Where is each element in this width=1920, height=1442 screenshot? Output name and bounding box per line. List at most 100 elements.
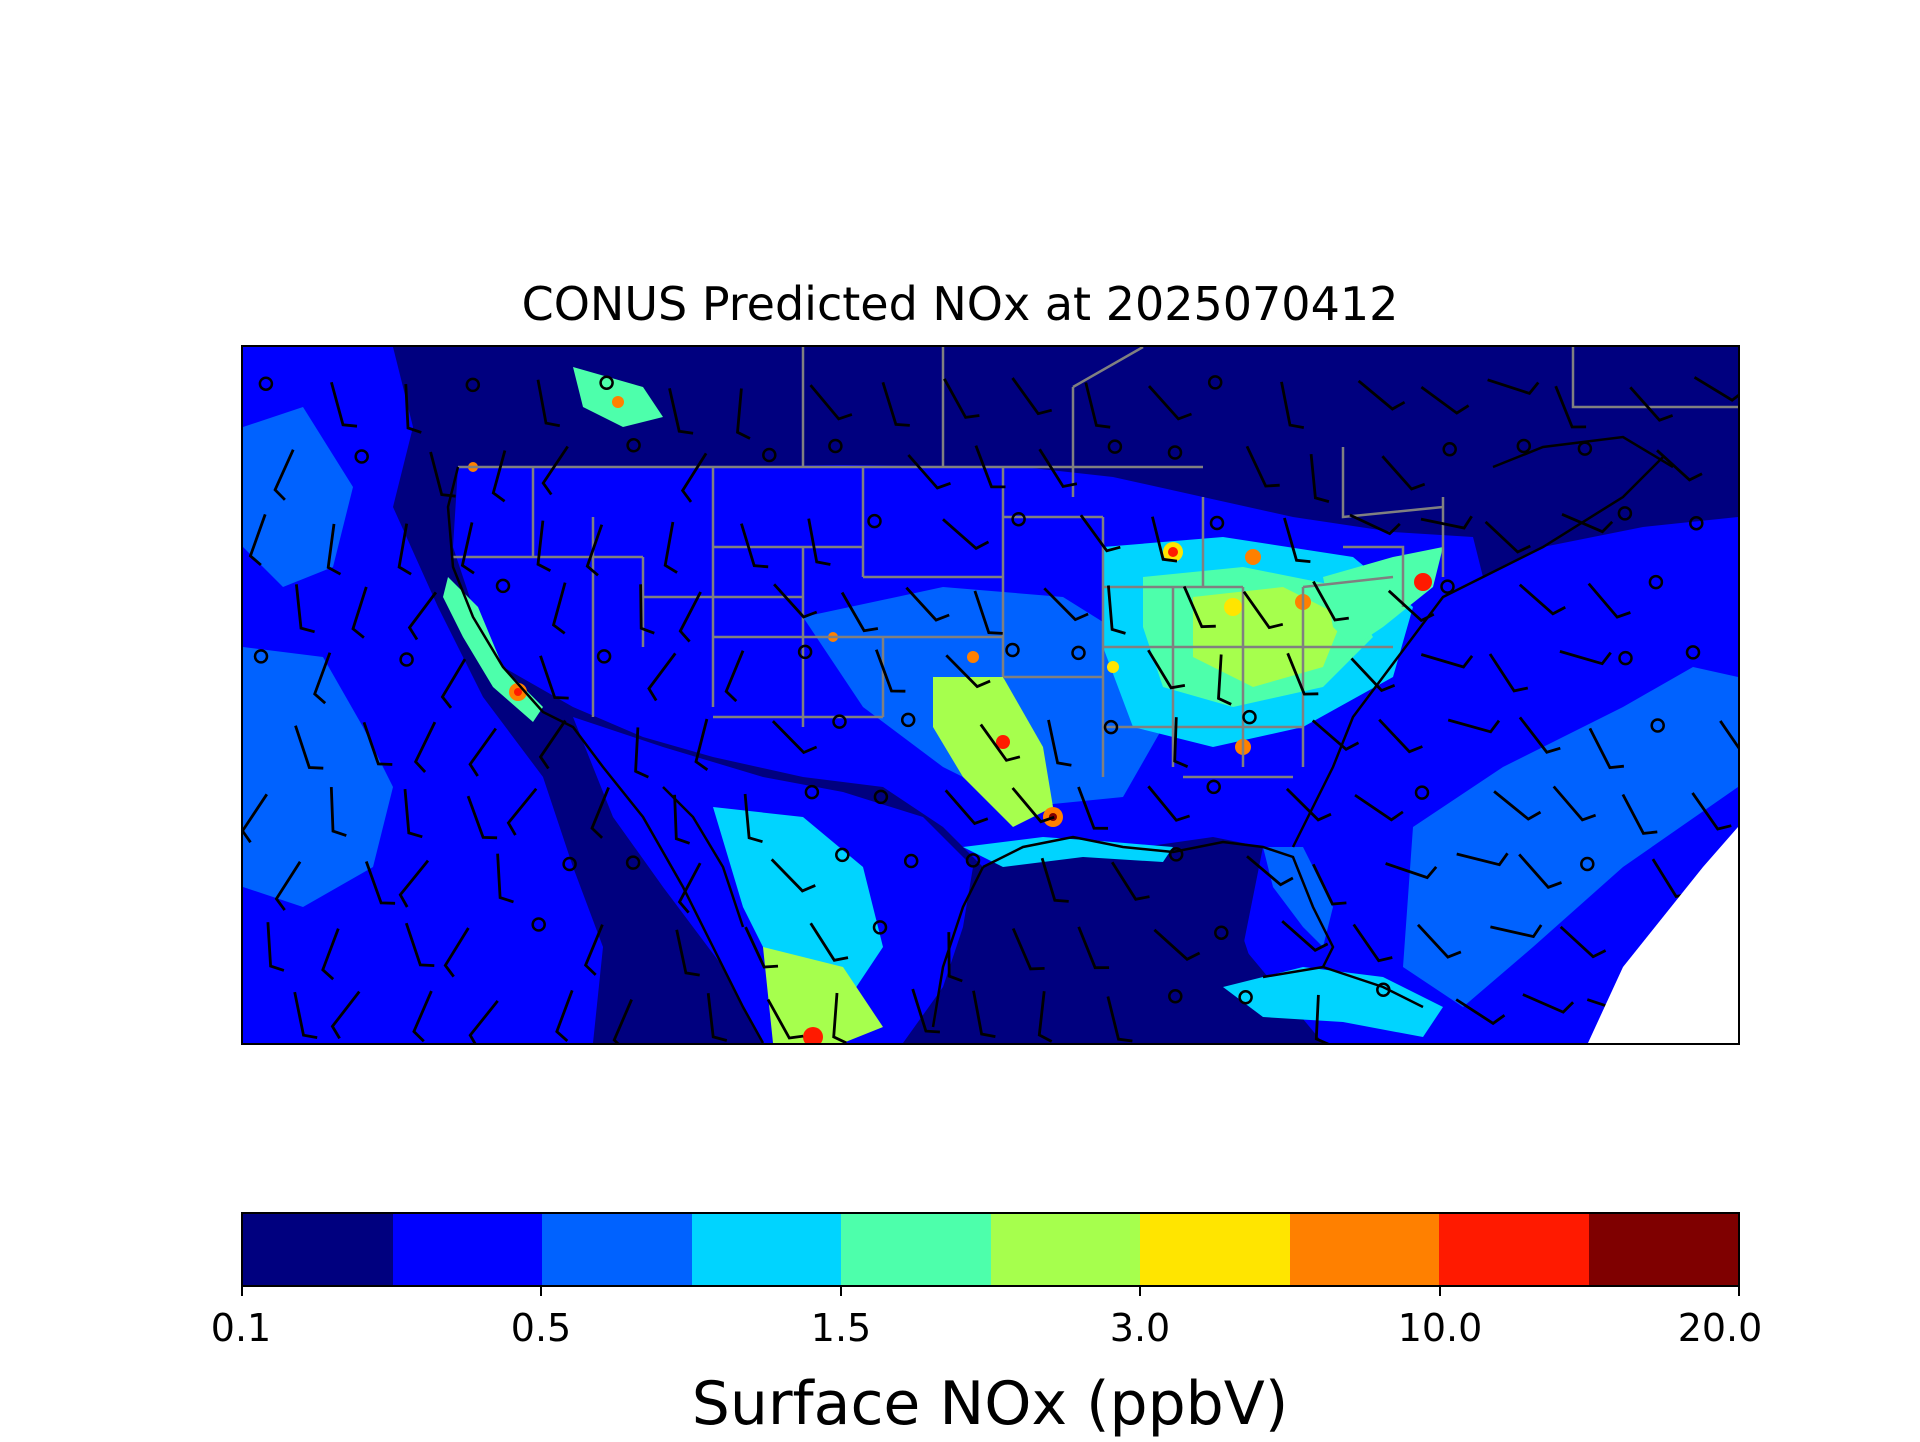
wind-barb [1312, 580, 1349, 622]
wind-barb [1691, 792, 1732, 831]
calm-wind-marker [965, 853, 981, 868]
wind-barb [724, 650, 745, 703]
colorbar-tick-label: 10.0 [1397, 1306, 1483, 1350]
wind-barb [1381, 455, 1426, 491]
wind-barb [273, 449, 295, 501]
wind-barb [536, 379, 561, 428]
wind-barb [1314, 994, 1330, 1043]
calm-wind-marker [626, 438, 641, 453]
wind-barbs [243, 375, 1738, 1043]
wind-barb [1420, 385, 1470, 415]
wind-barb [1242, 590, 1284, 630]
wind-barb [468, 1000, 499, 1043]
texas-corridor [933, 677, 1053, 827]
calm-wind-marker [1209, 515, 1225, 531]
calm-wind-marker [1107, 439, 1123, 454]
wind-barb [972, 990, 996, 1038]
calm-wind-marker [1214, 925, 1229, 940]
wind-barb [1559, 925, 1607, 959]
colorbar-segment [691, 1214, 841, 1285]
calm-wind-marker [1242, 709, 1257, 725]
pacific-band-light-2 [243, 407, 353, 587]
wind-barb [612, 999, 633, 1043]
wind-barb [1245, 445, 1280, 488]
wind-barb [1077, 926, 1110, 970]
wind-barb [243, 793, 268, 844]
wind-barb [907, 454, 951, 490]
colorbar-tick [840, 1287, 842, 1296]
colorbar [241, 1212, 1740, 1287]
wind-barb [881, 381, 910, 427]
wind-barb [1719, 720, 1738, 750]
wind-barb [668, 387, 694, 435]
wind-barb [639, 584, 655, 635]
wind-barb [740, 523, 769, 569]
wind-barb [1487, 378, 1540, 396]
atlantic-band-light [1403, 667, 1738, 1007]
colorbar-tick [1439, 1287, 1441, 1296]
wind-barb [364, 861, 396, 905]
no-data-region [1588, 827, 1738, 1043]
wind-barb [1309, 453, 1330, 503]
wind-barb [736, 388, 751, 440]
calm-wind-marker [828, 438, 843, 454]
wind-barb [1037, 991, 1053, 1043]
wind-barb [468, 727, 497, 777]
wind-barb [874, 649, 906, 693]
calm-wind-marker [1071, 645, 1086, 661]
calm-wind-marker [258, 376, 274, 391]
colorbar-segment [243, 1214, 393, 1285]
wind-barb [1106, 996, 1133, 1043]
colorbar-segment [841, 1214, 991, 1285]
wind-barb [590, 786, 610, 839]
calm-wind-marker [1376, 982, 1391, 998]
wind-barb [1490, 924, 1543, 939]
wind-barb [1561, 513, 1614, 534]
wind-barb [1038, 448, 1078, 489]
wind-barb [634, 727, 649, 779]
calm-wind-marker [1238, 990, 1253, 1005]
wind-barb [1283, 517, 1311, 563]
wind-barb [943, 378, 980, 419]
wind-barb [1455, 998, 1506, 1026]
wind-barb [1151, 516, 1178, 563]
wind-barb [663, 521, 678, 574]
wind-barb [1147, 385, 1192, 421]
wind-barb [403, 788, 423, 839]
wind-barb [491, 450, 507, 503]
wind-barb [911, 988, 940, 1034]
calm-wind-marker [1442, 442, 1457, 457]
wind-barb [1147, 649, 1186, 690]
wind-barb [1587, 582, 1631, 619]
mexico-plateau [713, 807, 883, 1007]
wind-barb [743, 793, 763, 844]
wind-barb [1079, 514, 1121, 553]
colorbar-tick [1139, 1287, 1141, 1296]
wind-barb [407, 591, 438, 641]
gulf-coast-shipping [963, 837, 1173, 867]
wind-barb [1350, 657, 1396, 693]
wind-barb [771, 720, 818, 755]
wind-barb [974, 445, 1006, 489]
wind-barb [1286, 652, 1319, 696]
wind-barb [1084, 382, 1111, 429]
calm-wind-marker [832, 714, 847, 729]
wind-barb [1559, 650, 1612, 666]
wind-barb [1077, 786, 1109, 830]
calm-wind-marker [1206, 779, 1221, 795]
wind-barb [585, 524, 604, 577]
wind-barb [832, 992, 847, 1043]
wind-barb [677, 862, 702, 914]
calm-wind-marker [354, 449, 369, 464]
wind-barb [1285, 787, 1332, 822]
calm-wind-marker [625, 855, 641, 870]
calm-wind-marker [867, 513, 882, 529]
hotspot-ohio [1224, 598, 1242, 616]
wind-barb [330, 990, 361, 1040]
wind-barb [1182, 585, 1216, 629]
calm-wind-marker [1618, 650, 1633, 666]
calm-wind-marker [872, 920, 888, 935]
wind-barb [429, 451, 456, 498]
wind-barb [840, 591, 879, 633]
wind-barb [1217, 654, 1232, 706]
